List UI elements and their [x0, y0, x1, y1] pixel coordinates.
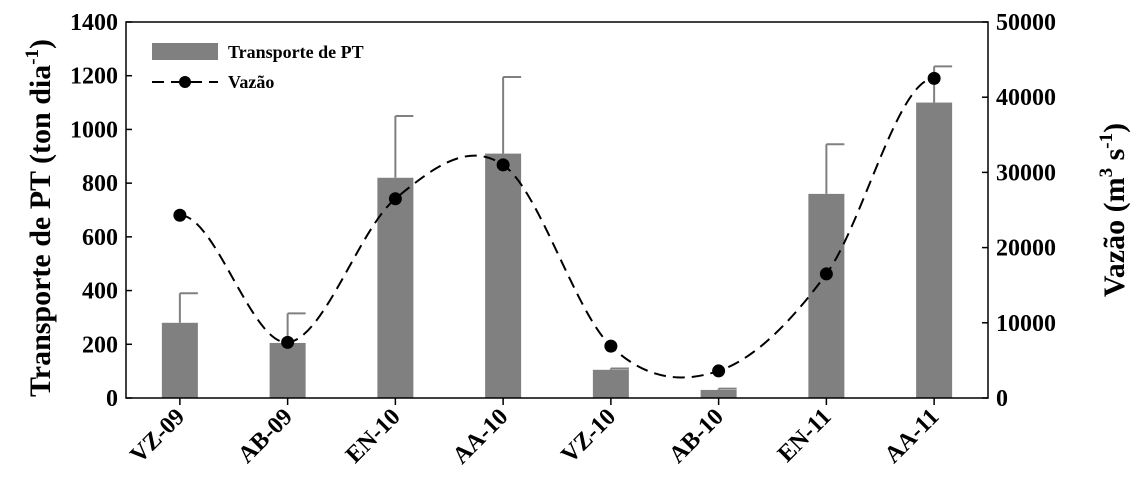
bar-AA-10: [485, 153, 522, 398]
legend-bar-label: Transporte de PT: [228, 42, 364, 62]
left-tick-label-600: 600: [82, 225, 118, 251]
y-right-title-s: s: [1098, 149, 1131, 168]
flow-markers-layer: [173, 71, 941, 378]
legend-line-marker: [179, 76, 191, 88]
flow-point-VZ-09: [173, 208, 187, 222]
right-tick-label-50000: 50000: [996, 10, 1056, 36]
legend-bar-swatch: [152, 43, 218, 60]
left-tick-label-400: 400: [82, 279, 118, 305]
bar-AB-09: [269, 342, 306, 398]
left-tick-label-200: 200: [82, 332, 118, 358]
flow-point-AB-10: [712, 364, 726, 378]
left-axis-ticks: 0 200 400 600 800 1000 1200 1400: [70, 10, 132, 412]
y-axis-left-title: Transporte de PT (ton dia-1): [22, 39, 57, 397]
left-tick-label-800: 800: [82, 171, 118, 197]
x-tick-label-VZ-10: VZ-10: [557, 404, 622, 469]
y-right-title-superscript-3: 3: [1096, 168, 1117, 178]
right-tick-label-0: 0: [996, 386, 1008, 412]
x-tick-label-AB-09: AB-09: [233, 404, 298, 469]
x-tick-label-VZ-09: VZ-09: [126, 404, 191, 469]
bar-VZ-09: [161, 322, 198, 398]
left-tick-label-1200: 1200: [70, 64, 118, 90]
right-axis-ticks: 0 10000 20000 30000 40000 50000: [982, 10, 1056, 412]
left-tick-label-1000: 1000: [70, 117, 118, 143]
plot-frame: [125, 21, 989, 399]
legend-line-label: Vazão: [228, 72, 274, 92]
right-tick-label-20000: 20000: [996, 236, 1056, 262]
y-left-title-superscript: -1: [22, 49, 43, 65]
x-tick-label-AA-11: AA-11: [880, 404, 945, 469]
bar-VZ-10: [592, 369, 629, 398]
flow-point-EN-11: [819, 267, 833, 281]
bar-EN-11: [808, 193, 845, 398]
y-right-title-main: Vazão (m: [1098, 177, 1131, 297]
flow-point-AA-11: [927, 71, 941, 85]
y-right-title-superscript-minus1: -1: [1096, 133, 1117, 149]
flow-point-AA-10: [496, 158, 510, 172]
x-axis-ticks: VZ-09 AB-09 EN-10 AA-10 VZ-10 AB-10 EN-11 AA-11: [126, 398, 945, 470]
left-tick-label-1400: 1400: [70, 10, 118, 36]
bar-AB-10: [700, 389, 737, 398]
x-tick-label-EN-10: EN-10: [341, 404, 406, 469]
y-axis-right-title: Vazão (m3 s-1): [1096, 123, 1131, 297]
flow-point-EN-10: [388, 192, 402, 206]
error-bars-layer: [178, 65, 953, 390]
legend: Transporte de PT Vazão: [152, 42, 364, 92]
y-left-title-close: ): [24, 39, 57, 49]
y-left-title-main: Transporte de PT (ton dia: [24, 65, 57, 397]
y-right-title-close: ): [1098, 123, 1131, 133]
flow-point-VZ-10: [604, 339, 618, 353]
right-tick-label-30000: 30000: [996, 160, 1056, 186]
left-tick-label-0: 0: [106, 386, 118, 412]
right-tick-label-10000: 10000: [996, 311, 1056, 337]
bar-AA-11: [916, 102, 953, 399]
x-tick-label-AA-10: AA-10: [448, 404, 514, 470]
x-tick-label-EN-11: EN-11: [773, 404, 837, 468]
bar-EN-10: [377, 177, 414, 398]
right-tick-label-40000: 40000: [996, 85, 1056, 111]
bars-layer: [161, 102, 953, 399]
flow-point-AB-09: [281, 335, 295, 349]
x-tick-label-AB-10: AB-10: [664, 404, 729, 469]
